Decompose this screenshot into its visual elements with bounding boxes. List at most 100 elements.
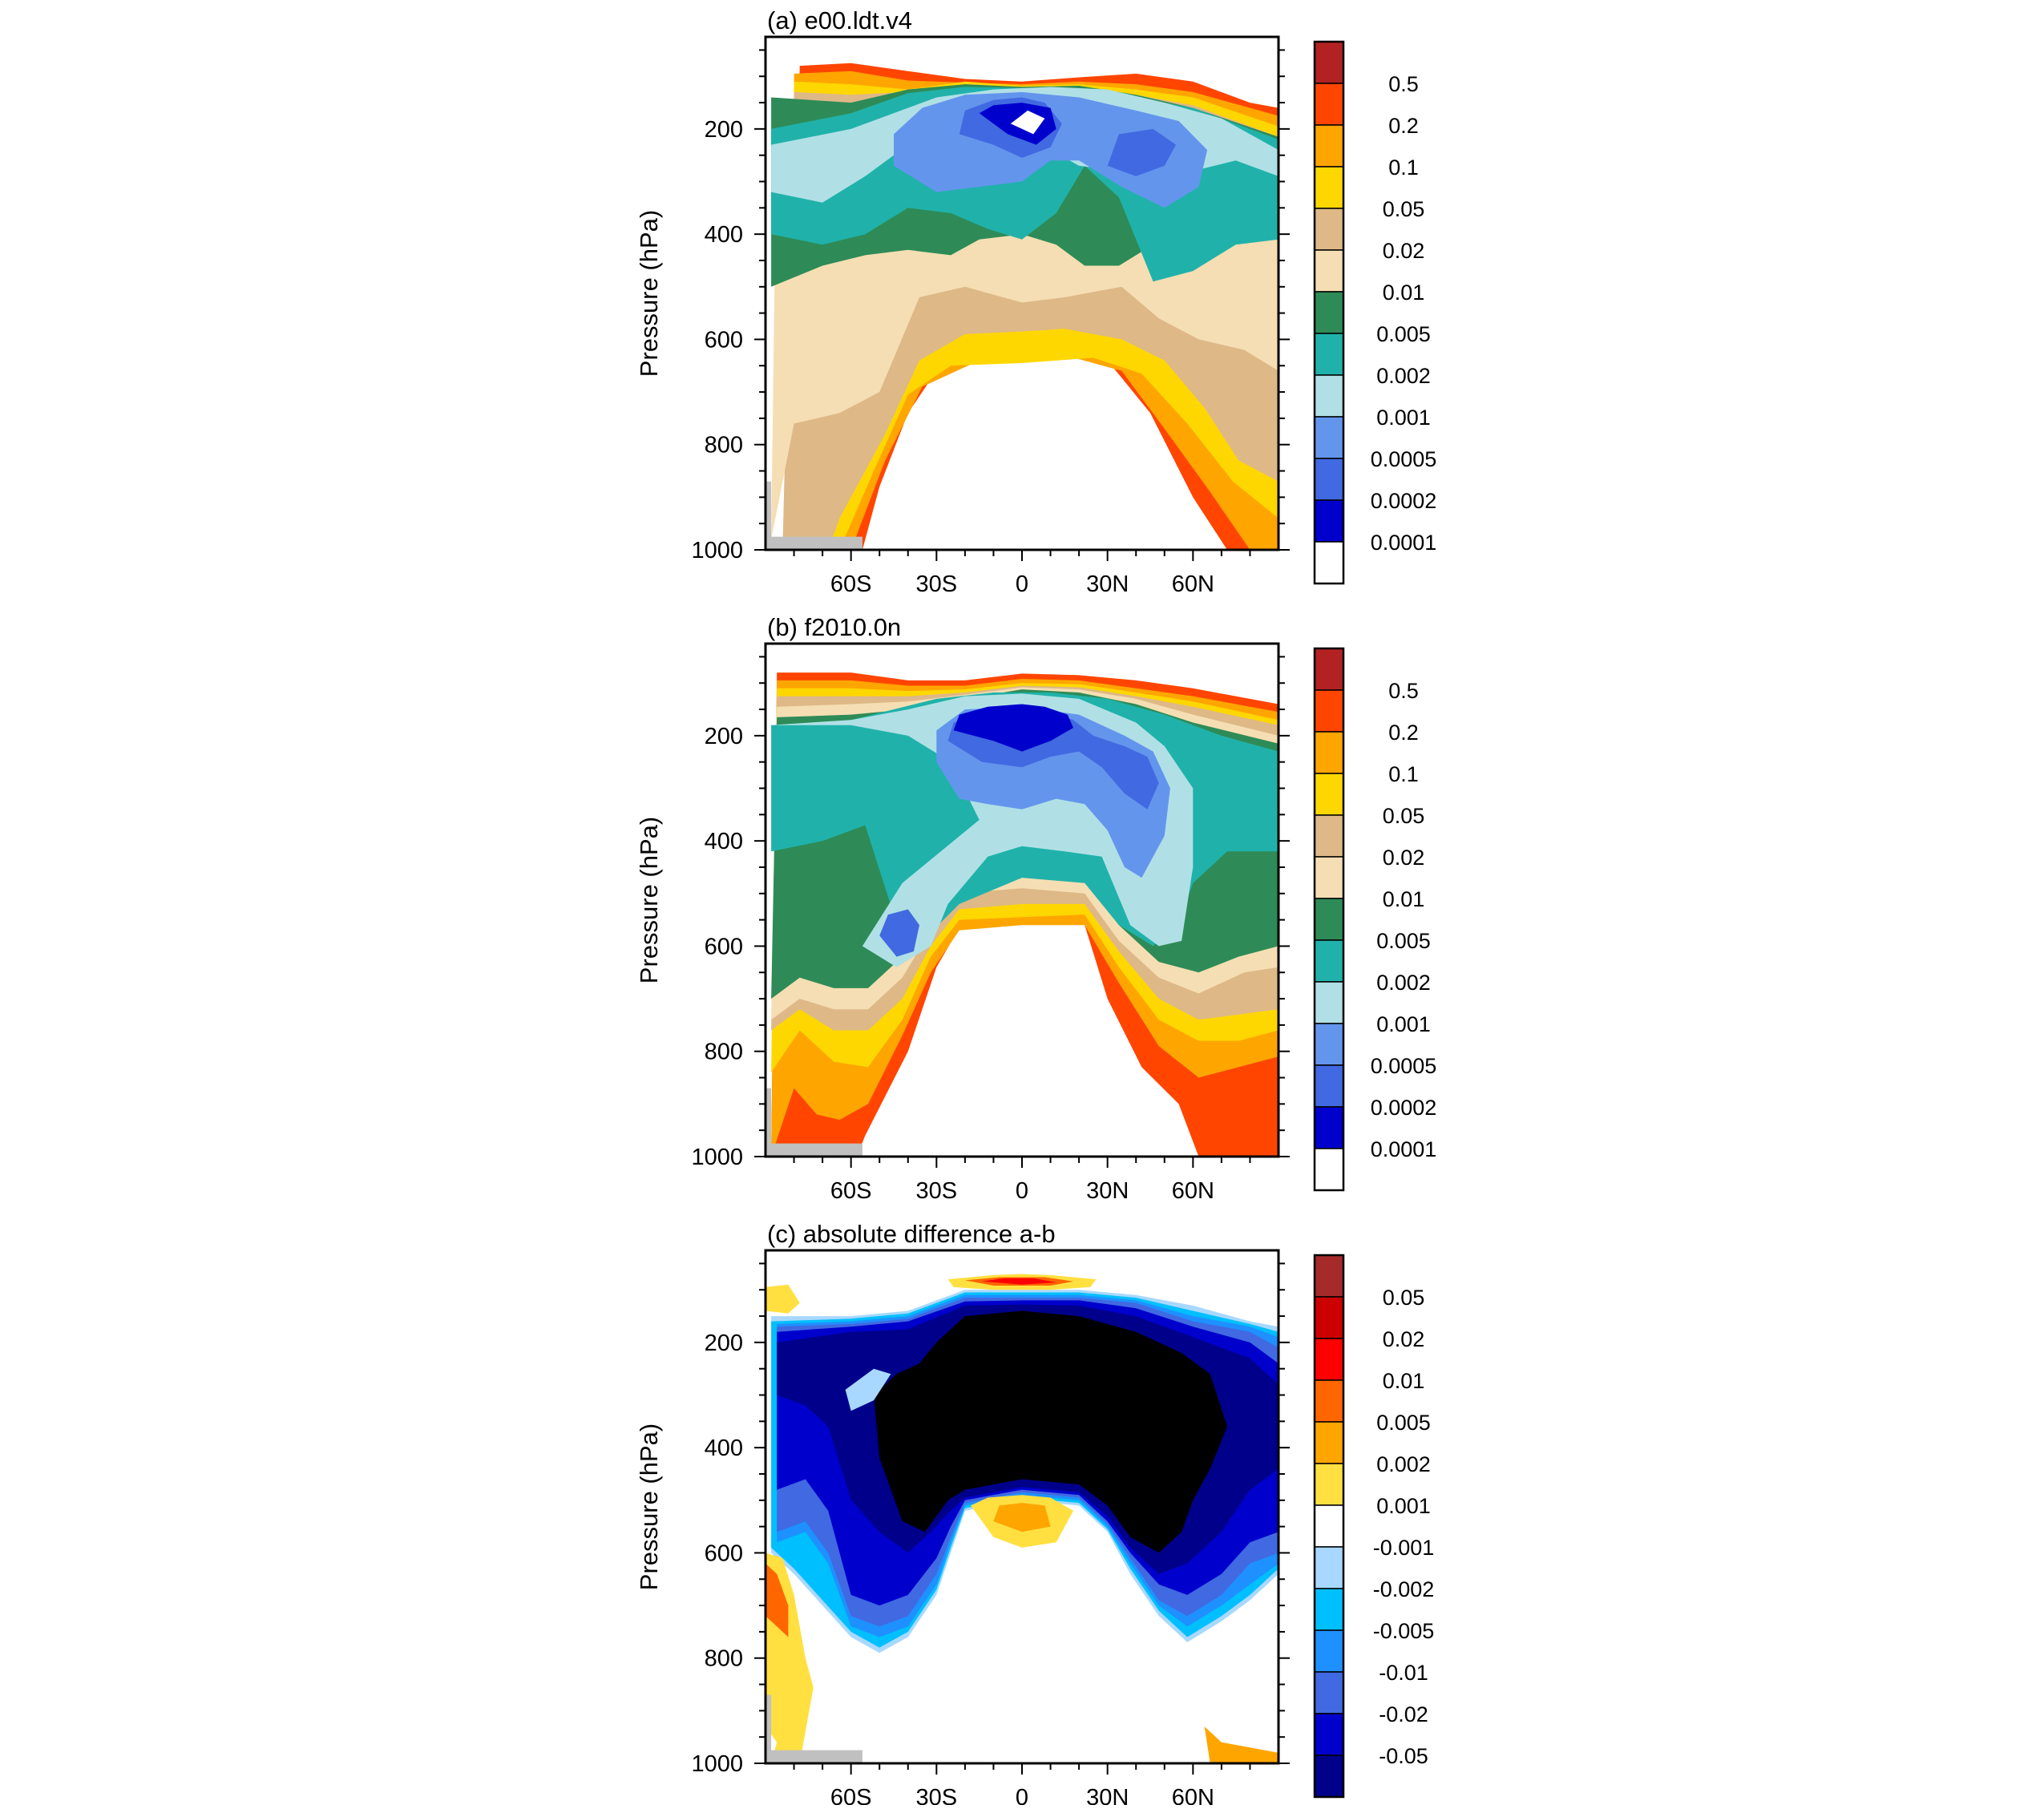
topography-mask — [765, 481, 862, 550]
colorbar-frame — [1313, 647, 1345, 1192]
y-axis-label: Pressure (hPa) — [635, 1423, 663, 1590]
colorbar-swatch — [1314, 1629, 1344, 1673]
colorbar-label: 0.0002 — [1371, 1096, 1437, 1120]
colorbar-swatch — [1314, 1463, 1344, 1506]
colorbar-label: 0.5 — [1388, 72, 1419, 96]
colorbar-swatch — [1314, 1713, 1344, 1756]
colorbar-label: -0.005 — [1373, 1619, 1435, 1643]
colorbar-label: 0.2 — [1388, 114, 1419, 138]
x-tick-label: 0 — [1016, 1785, 1028, 1805]
colorbar-label: -0.002 — [1373, 1577, 1435, 1601]
topography-mask — [765, 1694, 862, 1763]
x-tick-label: 60S — [830, 1178, 872, 1204]
y-tick-label: 400 — [705, 222, 743, 248]
colorbar-label: 0.02 — [1383, 1327, 1425, 1351]
colorbar-label: 0.5 — [1388, 679, 1419, 703]
colorbar-swatch — [1314, 41, 1344, 84]
contour-fill-group — [765, 672, 1279, 1157]
contour-fill-group — [765, 63, 1279, 550]
colorbar-label: 0.05 — [1383, 1286, 1425, 1310]
y-tick-label: 800 — [705, 1646, 743, 1672]
colorbar-label: 0.0005 — [1371, 447, 1437, 471]
y-tick-label: 400 — [705, 1435, 743, 1461]
y-tick-label: 600 — [705, 934, 743, 959]
x-tick-label: 30S — [916, 1178, 958, 1204]
colorbar-swatch — [1314, 856, 1344, 899]
colorbar-swatch — [1314, 1421, 1344, 1464]
colorbar-label: -0.02 — [1379, 1702, 1428, 1726]
colorbar-swatch — [1314, 689, 1344, 733]
contour-region — [1147, 1668, 1279, 1763]
y-axis-label: Pressure (hPa) — [635, 210, 663, 377]
colorbar-swatch — [1314, 939, 1344, 983]
x-tick-label: 0 — [1016, 1178, 1028, 1204]
y-tick-label: 600 — [705, 327, 743, 353]
colorbar-swatch — [1314, 1254, 1344, 1298]
y-tick-label: 600 — [705, 1540, 743, 1566]
x-tick-label: 30S — [916, 571, 958, 597]
chart-title: (b) f2010.0n — [767, 613, 901, 641]
colorbar-swatch — [1314, 458, 1344, 501]
colorbar-label: 0.0001 — [1371, 1137, 1437, 1161]
x-tick-label: 0 — [1016, 571, 1028, 597]
y-axis-label: Pressure (hPa) — [635, 817, 663, 983]
colorbar-label: 0.2 — [1388, 721, 1419, 745]
contour-region — [765, 1284, 800, 1314]
chart-title: (a) e00.ldt.v4 — [767, 6, 912, 34]
colorbar-label: 0.001 — [1376, 1494, 1431, 1518]
contour-region — [874, 1310, 1227, 1553]
colorbar-swatch — [1314, 814, 1344, 858]
colorbar-label: 0.0002 — [1371, 489, 1437, 513]
colorbar-swatch — [1314, 1379, 1344, 1423]
colorbar-label: -0.001 — [1373, 1536, 1435, 1560]
colorbar-swatch — [1314, 648, 1344, 691]
contour-region — [765, 1563, 789, 1637]
colorbar-label: 0.1 — [1388, 762, 1419, 786]
contour-region — [879, 909, 919, 957]
x-tick-label: 60N — [1172, 1178, 1214, 1204]
colorbar-swatch — [1314, 1546, 1344, 1589]
x-tick-label: 30N — [1086, 1785, 1129, 1805]
chart-panel-2: 200 400 600 800 1000 60S 30S 0 30N 60N (b) f2010.0… — [635, 613, 1436, 1204]
colorbar-label: 0.002 — [1376, 1452, 1431, 1476]
colorbar: 0.05 0.02 0.01 0.005 0.002 0.001 -0.001 -0.002 -… — [1313, 1254, 1435, 1799]
colorbar-swatch — [1314, 83, 1344, 126]
contour-region — [1010, 110, 1045, 135]
colorbar-label: 0.002 — [1376, 971, 1431, 995]
colorbar: 0.5 0.2 0.1 0.05 0.02 0.01 0.005 0.002 0.001 0.00… — [1313, 40, 1437, 585]
contour-region — [953, 704, 1073, 752]
colorbar-swatch — [1314, 1504, 1344, 1548]
y-tick-label: 1000 — [691, 1145, 743, 1170]
y-tick-label: 800 — [705, 1040, 743, 1065]
colorbar-label: 0.02 — [1383, 239, 1425, 263]
colorbar-swatch — [1314, 1064, 1344, 1108]
colorbar: 0.5 0.2 0.1 0.05 0.02 0.01 0.005 0.002 0.001 0.00… — [1313, 647, 1437, 1192]
colorbar-label: -0.05 — [1379, 1744, 1428, 1768]
contour-region — [799, 1653, 862, 1763]
colorbar-swatch — [1314, 1106, 1344, 1149]
y-tick-label: 1000 — [691, 538, 743, 563]
colorbar-swatch — [1314, 981, 1344, 1024]
x-tick-label: 30N — [1086, 1178, 1129, 1204]
colorbar-swatch — [1314, 1296, 1344, 1339]
contour-fill-group — [765, 1274, 1279, 1763]
chart-panel-1: 200 400 600 800 1000 60S 30S 0 30N 60N (a) e00.ldt… — [635, 6, 1436, 597]
colorbar-swatch — [1314, 333, 1344, 376]
colorbar-swatch — [1314, 773, 1344, 816]
colorbar-swatch — [1314, 374, 1344, 418]
colorbar-label: 0.1 — [1388, 155, 1419, 180]
colorbar-label: 0.05 — [1383, 804, 1425, 828]
colorbar-swatch — [1314, 208, 1344, 251]
contour-region — [982, 1278, 1056, 1285]
colorbar-swatch — [1314, 731, 1344, 774]
chart-title: (c) absolute difference a-b — [767, 1220, 1056, 1248]
y-tick-label: 200 — [705, 117, 743, 143]
y-tick-label: 1000 — [691, 1751, 743, 1777]
colorbar-frame — [1313, 1254, 1345, 1799]
topography-mask — [765, 1088, 862, 1157]
contour-region — [1107, 128, 1176, 176]
colorbar-swatch — [1314, 1338, 1344, 1381]
colorbar-swatch — [1314, 499, 1344, 543]
